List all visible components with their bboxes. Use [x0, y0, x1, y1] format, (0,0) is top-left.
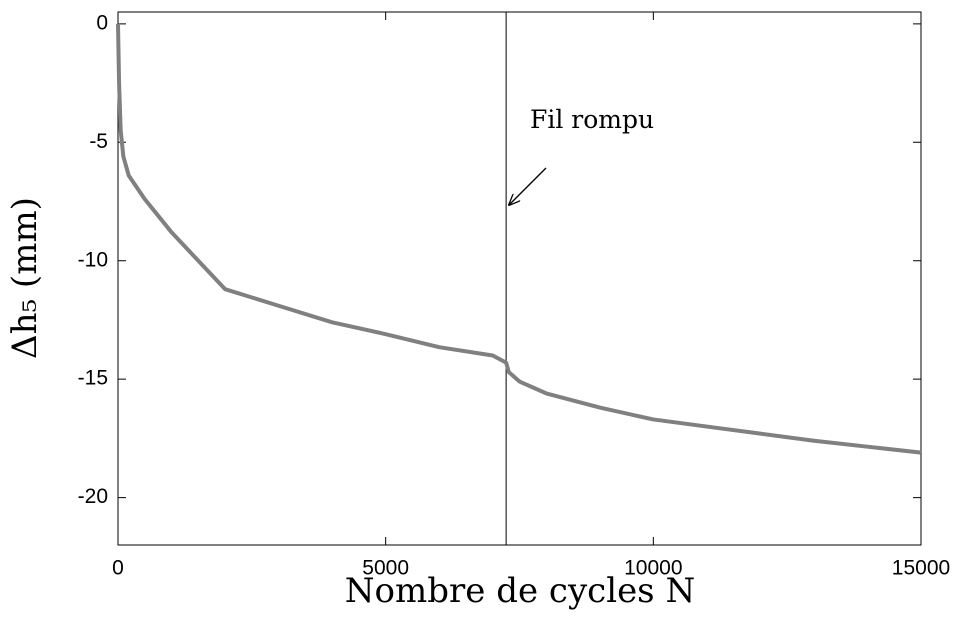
x-tick-label: 10000: [624, 557, 682, 580]
y-tick-label: -10: [78, 248, 108, 271]
x-tick-label: 5000: [362, 557, 409, 580]
x-tick-label: 0: [112, 557, 124, 580]
y-tick-label: -15: [78, 367, 108, 390]
y-tick-label: 0: [96, 11, 108, 34]
data-line: [116, 23, 922, 455]
y-axis-label: Δh₅ (mm): [5, 197, 45, 359]
annotation-arrow: [509, 167, 547, 205]
plot-frame: [117, 11, 922, 546]
annotation: Fil rompu: [530, 105, 654, 134]
x-axis-label: Nombre de cycles N: [345, 571, 695, 611]
x-tick-label: 15000: [892, 557, 950, 580]
y-tick-label: -20: [78, 485, 108, 508]
y-tick-label: -5: [89, 130, 108, 153]
